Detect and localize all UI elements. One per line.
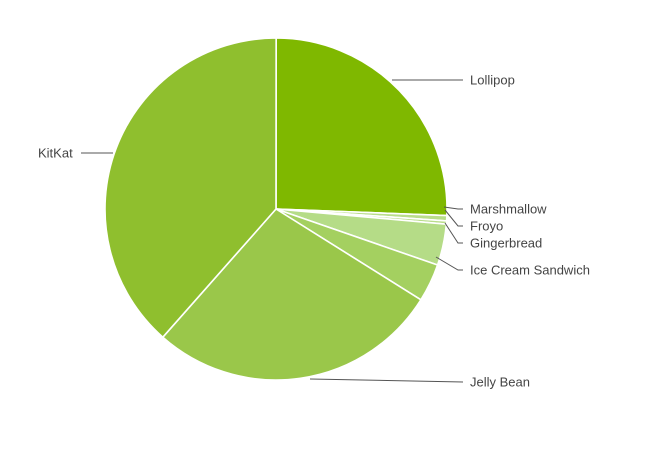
slice-label-lollipop: Lollipop [470, 73, 515, 88]
leader-line-jelly-bean [309, 378, 464, 383]
leader-line-froyo [444, 209, 463, 227]
leader-line-marshmallow [443, 206, 463, 210]
slice-labels: Lollipop Marshmallow Froyo Gingerbread Ice C… [38, 73, 590, 390]
pie-slice-jelly-bean [162, 208, 422, 381]
pie-slice-kitkat [104, 37, 277, 338]
slice-label-marshmallow: Marshmallow [470, 202, 547, 217]
slice-label-gingerbread: Gingerbread [470, 236, 542, 251]
slice-label-kitkat: KitKat [38, 146, 73, 161]
slice-label-froyo: Froyo [470, 219, 503, 234]
pie-slices [104, 37, 448, 381]
slice-label-ice-cream-sandwich: Ice Cream Sandwich [470, 263, 590, 278]
slice-label-jelly-bean: Jelly Bean [470, 375, 530, 390]
leader-lines [81, 79, 464, 383]
pie-slice-lollipop [275, 37, 448, 217]
leader-line-gingerbread [444, 222, 463, 244]
leader-line-ice-cream-sandwich [435, 256, 463, 271]
